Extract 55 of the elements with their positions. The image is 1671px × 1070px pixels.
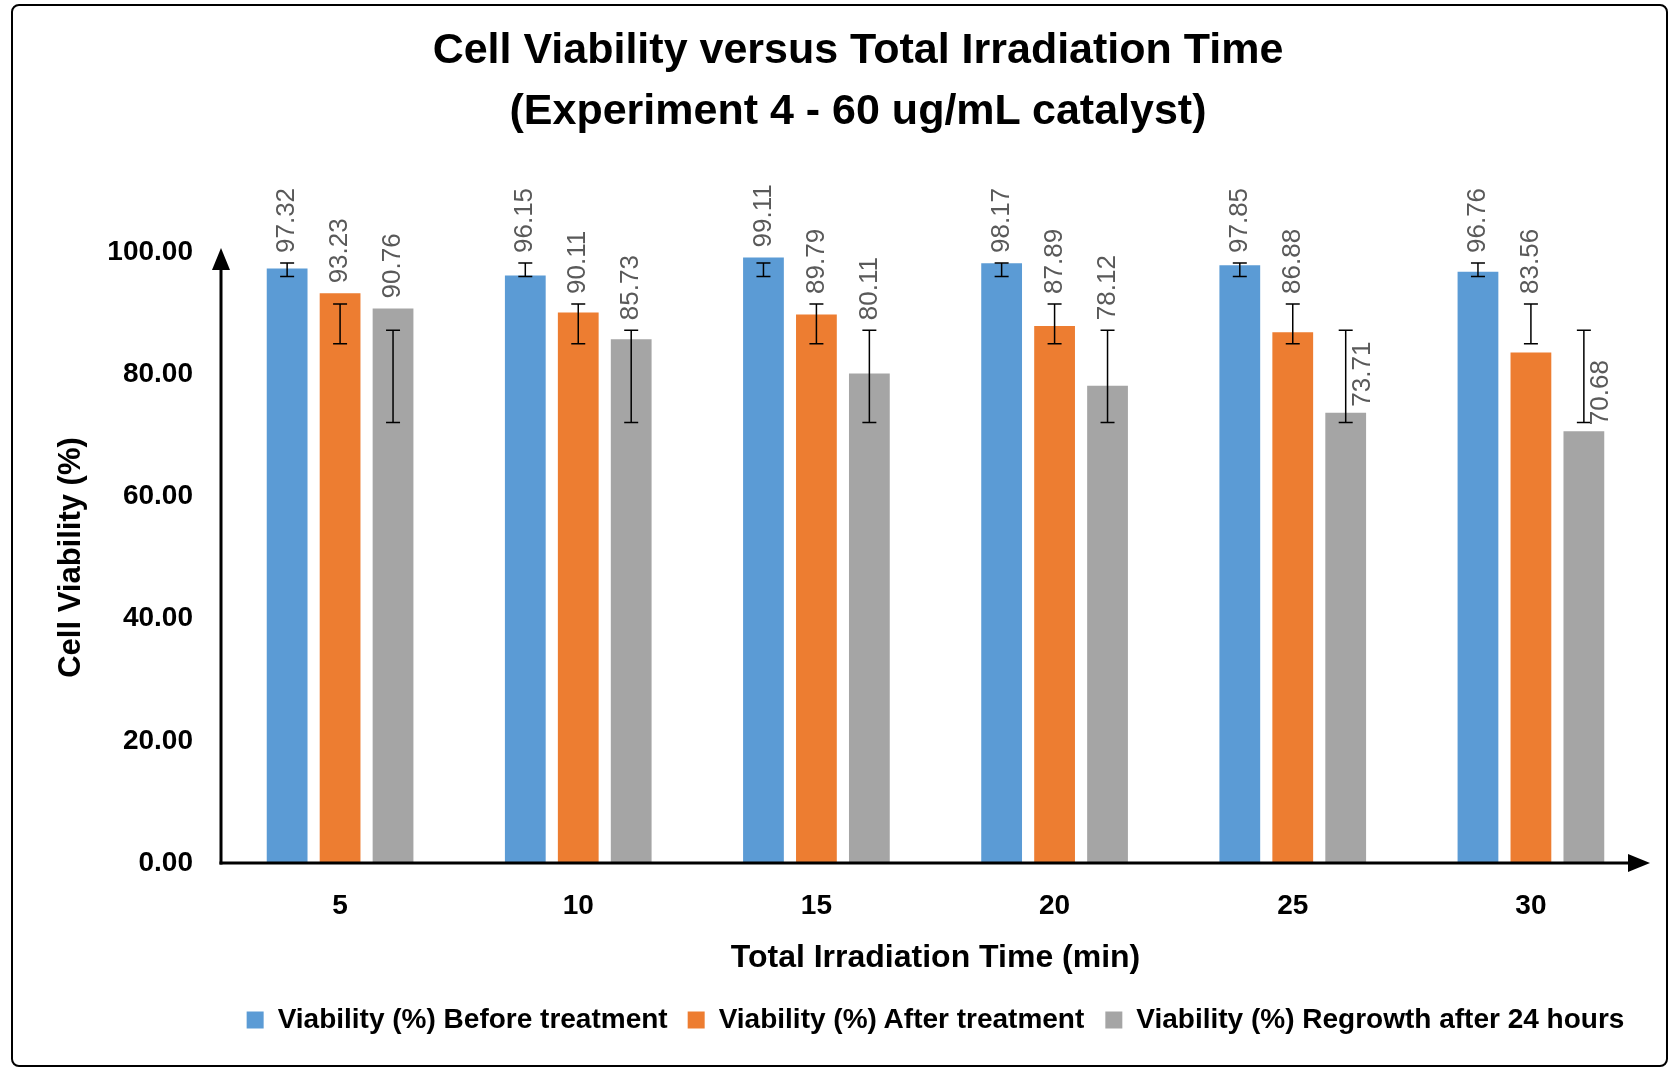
- y-tick-label: 40.00: [122, 601, 193, 633]
- y-axis-title: Cell Viability (%): [51, 437, 87, 678]
- chart-subtitle: (Experiment 4 - 60 ug/mL catalyst): [509, 84, 1207, 133]
- bar: [1325, 412, 1367, 863]
- bar: [1087, 385, 1128, 863]
- chart-title: Cell Viability versus Total Irradiation Time: [432, 23, 1284, 72]
- bar: [848, 373, 890, 863]
- y-tick-label: 100.00: [107, 234, 193, 266]
- bar: [743, 257, 784, 863]
- data-label: 98.17: [984, 187, 1015, 253]
- legend-label: Viability (%) Before treatment: [277, 1002, 668, 1034]
- data-label: 97.32: [270, 187, 301, 253]
- data-label: 90.11: [561, 230, 592, 294]
- bar: [1034, 325, 1075, 863]
- data-label: 78.12: [1090, 255, 1121, 321]
- bar: [1272, 332, 1314, 863]
- x-tick-label: 5: [332, 888, 348, 920]
- bar: [557, 312, 599, 863]
- bar: [981, 263, 1023, 863]
- x-tick-label: 15: [800, 888, 832, 920]
- y-tick-label: 0.00: [138, 845, 193, 877]
- data-label: 86.88: [1275, 228, 1306, 294]
- x-tick-label: 20: [1039, 888, 1071, 920]
- bar: [1219, 265, 1261, 863]
- data-label: 89.79: [799, 228, 830, 294]
- bar: [1457, 271, 1499, 863]
- data-label: 87.89: [1037, 228, 1068, 294]
- data-label: 83.56: [1514, 228, 1545, 294]
- data-label: 96.15: [508, 187, 539, 253]
- y-tick-label: 80.00: [122, 356, 193, 388]
- legend-label: Viability (%) After treatment: [718, 1002, 1085, 1034]
- bar: [1510, 352, 1552, 863]
- bar: [610, 339, 652, 863]
- bar: [372, 308, 414, 863]
- data-label: 96.76: [1461, 187, 1492, 253]
- bar: [266, 268, 308, 863]
- x-tick-label: 10: [562, 888, 594, 920]
- data-label: 99.11: [746, 184, 777, 248]
- bar: [319, 293, 361, 863]
- y-tick-label: 60.00: [122, 479, 193, 511]
- data-label: 70.68: [1584, 360, 1615, 426]
- data-label: 80.11: [852, 257, 883, 321]
- bar: [796, 314, 837, 863]
- data-label: 73.71: [1345, 341, 1376, 407]
- data-label: 97.85: [1222, 187, 1253, 253]
- y-tick-label: 20.00: [122, 723, 193, 755]
- x-tick-label: 30: [1515, 888, 1547, 920]
- data-label: 93.23: [323, 218, 354, 284]
- x-tick-label: 25: [1277, 888, 1309, 920]
- bar: [1563, 431, 1605, 863]
- x-axis-title: Total Irradiation Time (min): [730, 937, 1141, 974]
- bar: [504, 275, 546, 863]
- data-label: 90.76: [376, 233, 407, 299]
- data-label: 85.73: [614, 255, 645, 321]
- legend-label: Viability (%) Regrowth after 24 hours: [1136, 1002, 1625, 1034]
